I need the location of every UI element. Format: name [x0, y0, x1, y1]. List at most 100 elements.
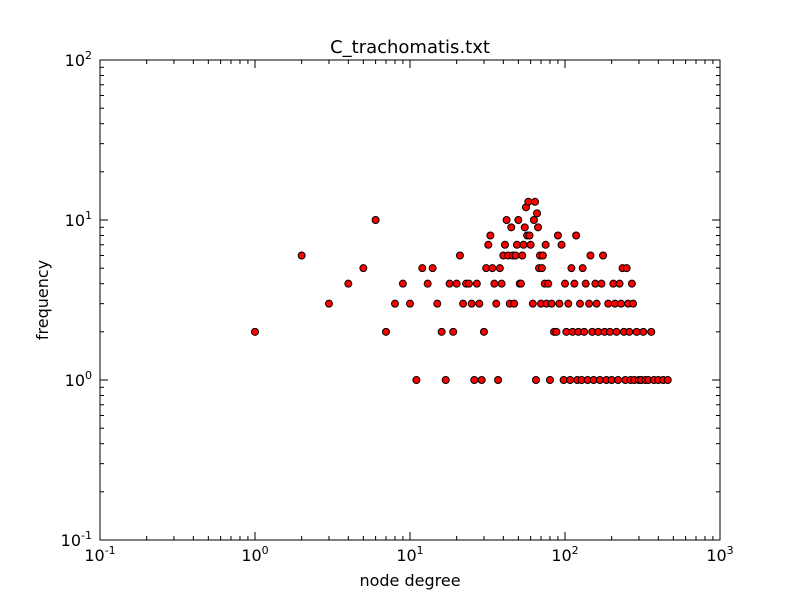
- data-point: [518, 251, 527, 260]
- data-point: [647, 327, 656, 336]
- data-point: [632, 327, 641, 336]
- data-point: [500, 240, 509, 249]
- data-point: [612, 327, 621, 336]
- data-point: [488, 264, 497, 273]
- data-point: [526, 240, 535, 249]
- data-point: [585, 299, 594, 308]
- data-point: [344, 279, 353, 288]
- data-point: [297, 251, 306, 260]
- data-point: [381, 327, 390, 336]
- data-point: [467, 299, 476, 308]
- y-axis-label: frequency: [33, 260, 52, 340]
- data-point: [406, 299, 414, 308]
- data-point: [472, 279, 481, 288]
- data-point: [604, 299, 613, 308]
- y-tick-label: 101: [65, 209, 92, 230]
- data-point: [528, 299, 537, 308]
- data-point: [459, 299, 468, 308]
- data-point: [663, 376, 672, 384]
- data-point: [615, 279, 624, 288]
- data-point: [495, 264, 504, 273]
- data-point: [534, 223, 543, 232]
- y-tick-label: 100: [65, 369, 92, 390]
- data-point: [605, 327, 614, 336]
- data-point: [567, 264, 576, 273]
- data-point: [437, 327, 446, 336]
- data-point: [390, 299, 399, 308]
- data-point: [544, 279, 553, 288]
- data-point: [519, 240, 528, 249]
- data-point: [449, 327, 458, 336]
- data-point: [497, 279, 506, 288]
- data-point: [570, 279, 579, 288]
- data-point: [470, 376, 479, 384]
- data-point: [494, 376, 503, 384]
- data-point: [625, 327, 634, 336]
- data-point: [452, 279, 461, 288]
- data-point: [580, 327, 589, 336]
- data-point: [552, 327, 561, 336]
- data-point: [576, 299, 585, 308]
- data-point: [486, 231, 495, 240]
- data-point: [507, 223, 516, 232]
- data-point: [464, 279, 473, 288]
- x-tick-label: 103: [706, 544, 733, 565]
- data-point: [555, 299, 564, 308]
- data-point: [538, 251, 547, 260]
- data-point: [441, 376, 450, 384]
- x-tick-label: 102: [551, 544, 578, 565]
- data-point: [639, 327, 648, 336]
- x-tick-label: 10-1: [84, 544, 115, 565]
- data-point: [398, 279, 407, 288]
- chart-title: C_trachomatis.txt: [330, 37, 490, 58]
- data-point: [599, 251, 608, 260]
- data-point: [477, 376, 486, 384]
- data-point: [545, 376, 554, 384]
- plot-frame: [99, 59, 721, 541]
- data-point: [445, 279, 454, 288]
- data-point: [492, 299, 501, 308]
- data-point: [516, 279, 525, 288]
- axis-ticks: 10-1 100 101 102 103 10-1 100 101 102: [61, 49, 734, 565]
- data-point: [251, 327, 259, 336]
- data-point: [557, 240, 566, 249]
- data-point: [525, 231, 534, 240]
- y-tick-label: 10-1: [61, 529, 92, 550]
- data-point: [520, 223, 529, 232]
- data-point: [614, 376, 623, 384]
- x-tick-label: 101: [396, 544, 423, 565]
- data-point: [622, 264, 631, 273]
- data-point: [541, 240, 550, 249]
- data-point: [484, 240, 493, 249]
- x-tick-label: 100: [241, 544, 268, 565]
- data-point: [572, 231, 581, 240]
- data-point: [561, 279, 569, 288]
- y-tick-label: 102: [65, 49, 92, 70]
- data-point: [537, 264, 546, 273]
- data-point: [514, 216, 523, 224]
- data-point: [490, 279, 499, 288]
- data-point: [559, 376, 568, 384]
- data-point: [597, 279, 606, 288]
- data-point: [553, 231, 562, 240]
- data-point: [512, 240, 521, 249]
- data-point: [592, 299, 601, 308]
- data-point: [418, 264, 427, 273]
- data-point: [578, 264, 587, 273]
- data-point: [510, 299, 519, 308]
- data-point: [533, 209, 542, 218]
- data-point: [412, 376, 421, 384]
- data-point: [428, 264, 437, 273]
- data-point: [359, 264, 368, 273]
- data-point: [371, 216, 380, 224]
- data-point: [524, 197, 533, 206]
- data-point: [595, 376, 604, 384]
- data-point: [547, 299, 556, 308]
- data-point: [530, 197, 539, 206]
- data-point: [511, 251, 520, 260]
- data-point: [566, 376, 575, 384]
- data-point: [455, 251, 464, 260]
- data-point: [627, 279, 636, 288]
